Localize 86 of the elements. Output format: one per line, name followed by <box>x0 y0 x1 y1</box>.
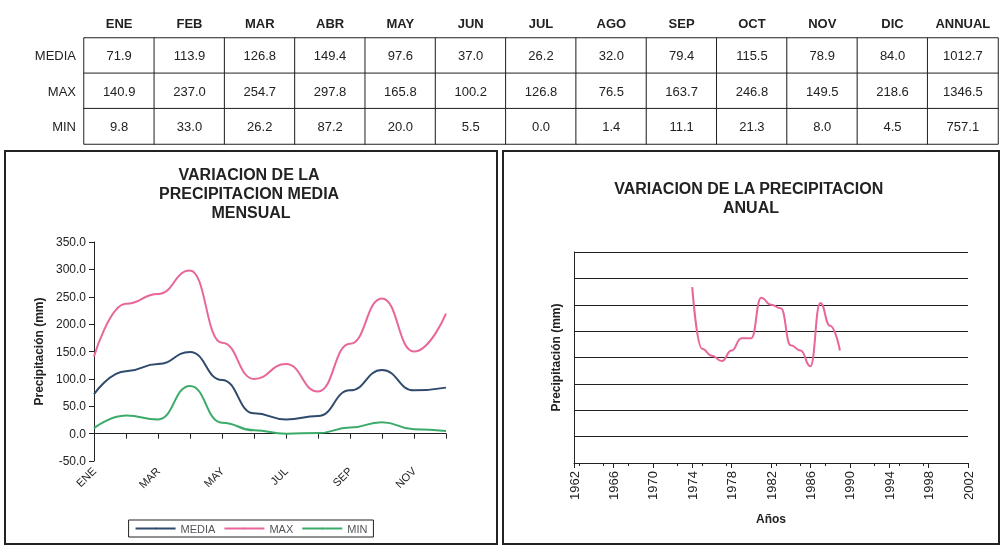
y-tick-label: MIN <box>52 118 76 134</box>
x-tick-label: MAR <box>244 16 276 31</box>
x-tick-label: 1986 <box>802 471 818 500</box>
data-label: 254.7 <box>243 83 277 99</box>
y-axis-title: Precipitación (mm) <box>32 297 47 406</box>
x-tick-label: 1990 <box>842 471 858 500</box>
data-label: 78.9 <box>809 48 835 64</box>
data-label: 79.4 <box>668 48 695 64</box>
line-series <box>93 351 447 421</box>
x-tick-label: 1966 <box>605 471 621 500</box>
data-label: 97.6 <box>387 48 414 64</box>
x-tick-label: JUN <box>457 16 484 31</box>
y-tick-label: 50.0 <box>62 399 87 414</box>
x-tick-label: MAY <box>386 16 415 31</box>
data-label: 9.8 <box>110 118 129 134</box>
data-label: 149.5 <box>805 83 839 99</box>
legend-label: MEDIA <box>180 522 217 535</box>
data-label: 21.3 <box>739 118 765 134</box>
data-label: 76.5 <box>598 83 624 99</box>
x-tick-label: 1982 <box>763 471 779 500</box>
y-axis-title: Precipitación (mm) <box>549 303 563 412</box>
legend-label: MIN <box>347 522 368 535</box>
y-tick-label: MEDIA <box>34 48 77 64</box>
data-label: 297.8 <box>313 83 347 99</box>
x-tick-label: NOV <box>808 16 837 31</box>
chart-title: VARIACION DE LA PRECIPITACION ANUAL <box>614 180 888 216</box>
data-label: 71.9 <box>106 48 132 64</box>
line-series <box>93 269 447 393</box>
y-tick-label: MAX <box>47 83 77 99</box>
x-tick-label: 1974 <box>684 471 700 500</box>
x-tick-label: JUL <box>528 16 554 31</box>
x-tick-label: ANNUAL <box>935 16 991 31</box>
data-label: 37.0 <box>458 48 484 64</box>
data-label: 33.0 <box>176 118 203 134</box>
x-tick-label: ENE <box>105 16 133 31</box>
x-tick-label: AGO <box>596 16 627 31</box>
data-label: 8.0 <box>813 118 832 134</box>
data-label: 100.2 <box>454 83 487 99</box>
data-label: 757.1 <box>946 118 980 134</box>
data-label: 26.2 <box>528 48 554 64</box>
x-tick-label: DIC <box>881 16 905 31</box>
x-tick-label: SEP <box>668 16 695 31</box>
x-axis-title: Años <box>756 512 787 526</box>
data-label: 1.4 <box>602 118 621 134</box>
data-label: 26.2 <box>247 118 273 134</box>
data-label: 20.0 <box>387 118 414 134</box>
y-tick-label: 200.0 <box>55 317 87 332</box>
data-label: 113.9 <box>173 48 206 64</box>
data-label: 163.7 <box>665 83 698 99</box>
data-label: 115.5 <box>736 48 768 64</box>
y-tick-label: 250.0 <box>55 289 87 304</box>
y-tick-label: -50.0 <box>58 454 87 468</box>
data-label: 5.5 <box>461 118 480 134</box>
x-tick-label: 1978 <box>724 471 740 500</box>
y-tick-label: 150.0 <box>55 344 87 359</box>
data-label: 84.0 <box>879 48 906 64</box>
data-label: 4.5 <box>883 118 902 134</box>
x-tick-label: JUL <box>267 464 291 488</box>
x-tick-label: OCT <box>738 16 766 31</box>
data-label: 218.6 <box>876 83 909 99</box>
y-tick-label: 0.0 <box>69 426 87 441</box>
x-tick-label: FEB <box>176 16 203 31</box>
data-label: 11.1 <box>669 118 694 134</box>
data-label: 149.4 <box>313 48 347 64</box>
data-label: 237.0 <box>173 83 206 99</box>
x-tick-label: 2002 <box>960 471 976 500</box>
y-tick-label: 300.0 <box>55 262 87 277</box>
data-label: 1346.5 <box>942 83 983 99</box>
data-label: 126.8 <box>243 48 277 64</box>
x-tick-label: 1970 <box>645 471 661 500</box>
x-tick-label: 1994 <box>881 471 897 500</box>
chart-title: VARIACION DE LA PRECIPITACION MEDIA MENSUAL <box>158 166 344 221</box>
data-label: 126.8 <box>524 83 558 99</box>
y-tick-label: 100.0 <box>55 371 87 386</box>
x-tick-label: 1998 <box>921 471 937 500</box>
legend-label: MAX <box>269 522 294 535</box>
data-label: 32.0 <box>598 48 624 64</box>
data-label: 0.0 <box>531 118 551 134</box>
x-tick-label: 1962 <box>566 471 582 500</box>
data-label: 140.9 <box>102 83 136 99</box>
data-label: 87.2 <box>317 118 343 134</box>
data-label: 1012.7 <box>942 48 983 64</box>
x-tick-label: ABR <box>315 16 345 31</box>
y-tick-label: 350.0 <box>55 235 87 249</box>
data-label: 246.8 <box>735 83 769 99</box>
data-label: 165.8 <box>384 83 417 99</box>
